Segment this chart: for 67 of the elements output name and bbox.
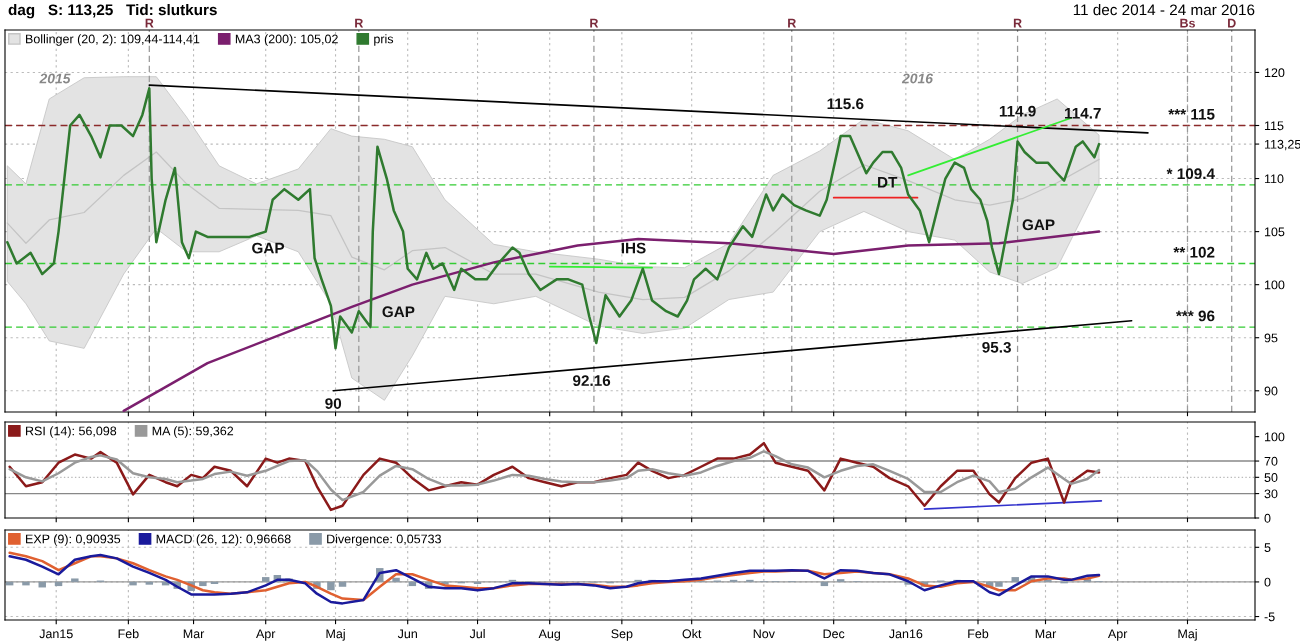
ref-line-label: D [1228, 18, 1236, 28]
legend-label: pris [374, 34, 394, 46]
x-tick-label: Apr [256, 629, 276, 641]
ref-line-label: R [590, 18, 599, 28]
y-tick-label: 110 [1264, 174, 1284, 184]
y-tick-label: 120 [1264, 68, 1285, 78]
x-tick-label: Dec [823, 629, 845, 639]
annotation: 95.3 [982, 341, 1011, 353]
y-tick-label: 95 [1264, 333, 1278, 343]
y-tick-label: 70 [1264, 456, 1278, 466]
x-tick-label: Sep [611, 629, 633, 641]
y-tick-label: 50 [1264, 473, 1278, 482]
x-tick-label: Apr [1107, 629, 1128, 641]
x-tick-label: Feb [118, 629, 139, 639]
annotation: GAP [1022, 219, 1055, 231]
x-tick-label: Jul [469, 629, 485, 639]
legend-label: Bollinger (20, 2): 109,44-114,41 [26, 34, 200, 46]
annotation: 114.9 [999, 105, 1036, 117]
ref-line-label: R [788, 18, 797, 28]
chart-subtitle: 11 dec 2014 - 24 mar 2016 [1073, 4, 1255, 16]
annotation: 90 [325, 398, 342, 409]
ref-line-label: R [355, 18, 364, 28]
x-tick-label: Jun [397, 629, 417, 639]
annotation: 92.16 [573, 375, 611, 387]
annotation: IHS [621, 242, 646, 254]
x-tick-label: Jan15 [39, 629, 73, 639]
x-tick-label: Nov [753, 629, 775, 639]
annotation: DT [878, 177, 898, 188]
chart-title: dag S: 113,25 Tid: slutkurs [8, 4, 217, 19]
y-tick-label: 115 [1264, 121, 1284, 131]
annotation: 114.7 [1065, 108, 1101, 119]
ref-line-label: *** 96 [1175, 310, 1215, 322]
y-tick-label: 30 [1264, 489, 1278, 499]
legend-label: MA (5): 59,362 [152, 426, 234, 438]
legend-label: MACD (26, 12): 0,96668 [156, 534, 291, 546]
legend-label: EXP (9): 0,90935 [26, 534, 121, 546]
annotation: 115.6 [827, 98, 864, 110]
x-tick-label: Okt [682, 629, 702, 639]
y-tick-label: 90 [1264, 386, 1278, 396]
y-tick-label: 113,25 [1264, 139, 1300, 151]
annotation: GAP [382, 306, 415, 318]
annotation: GAP [252, 242, 285, 254]
x-tick-label: Mar [183, 629, 205, 639]
legend-label: MA3 (200): 105,02 [235, 34, 338, 46]
annotation: 2015 [39, 73, 71, 84]
y-tick-label: 0 [1264, 577, 1271, 587]
ref-line-label: * 109.4 [1166, 168, 1215, 180]
x-tick-label: Jan16 [889, 629, 923, 639]
y-tick-label: -5 [1264, 612, 1275, 622]
ref-line-label: *** 115 [1168, 109, 1215, 120]
y-tick-label: 100 [1264, 432, 1285, 442]
y-tick-label: 0 [1264, 513, 1271, 523]
legend-label: Divergence: 0,05733 [327, 534, 441, 546]
y-tick-label: 105 [1264, 227, 1285, 237]
x-tick-label: Maj [1178, 629, 1197, 641]
y-tick-label: 5 [1264, 543, 1271, 552]
ref-line-label: R [1013, 18, 1022, 28]
y-tick-label: 100 [1264, 280, 1285, 290]
ref-line-label: Bs [1180, 18, 1195, 28]
x-tick-label: Aug [538, 629, 561, 641]
x-tick-label: Mar [1035, 629, 1057, 639]
ref-line-label: ** 102 [1173, 246, 1215, 258]
legend-label: RSI (14): 56,098 [26, 426, 117, 438]
ref-line-label: R [145, 18, 154, 28]
annotation: 2016 [901, 73, 934, 84]
x-tick-label: Feb [968, 629, 989, 639]
x-tick-label: Maj [326, 629, 345, 641]
